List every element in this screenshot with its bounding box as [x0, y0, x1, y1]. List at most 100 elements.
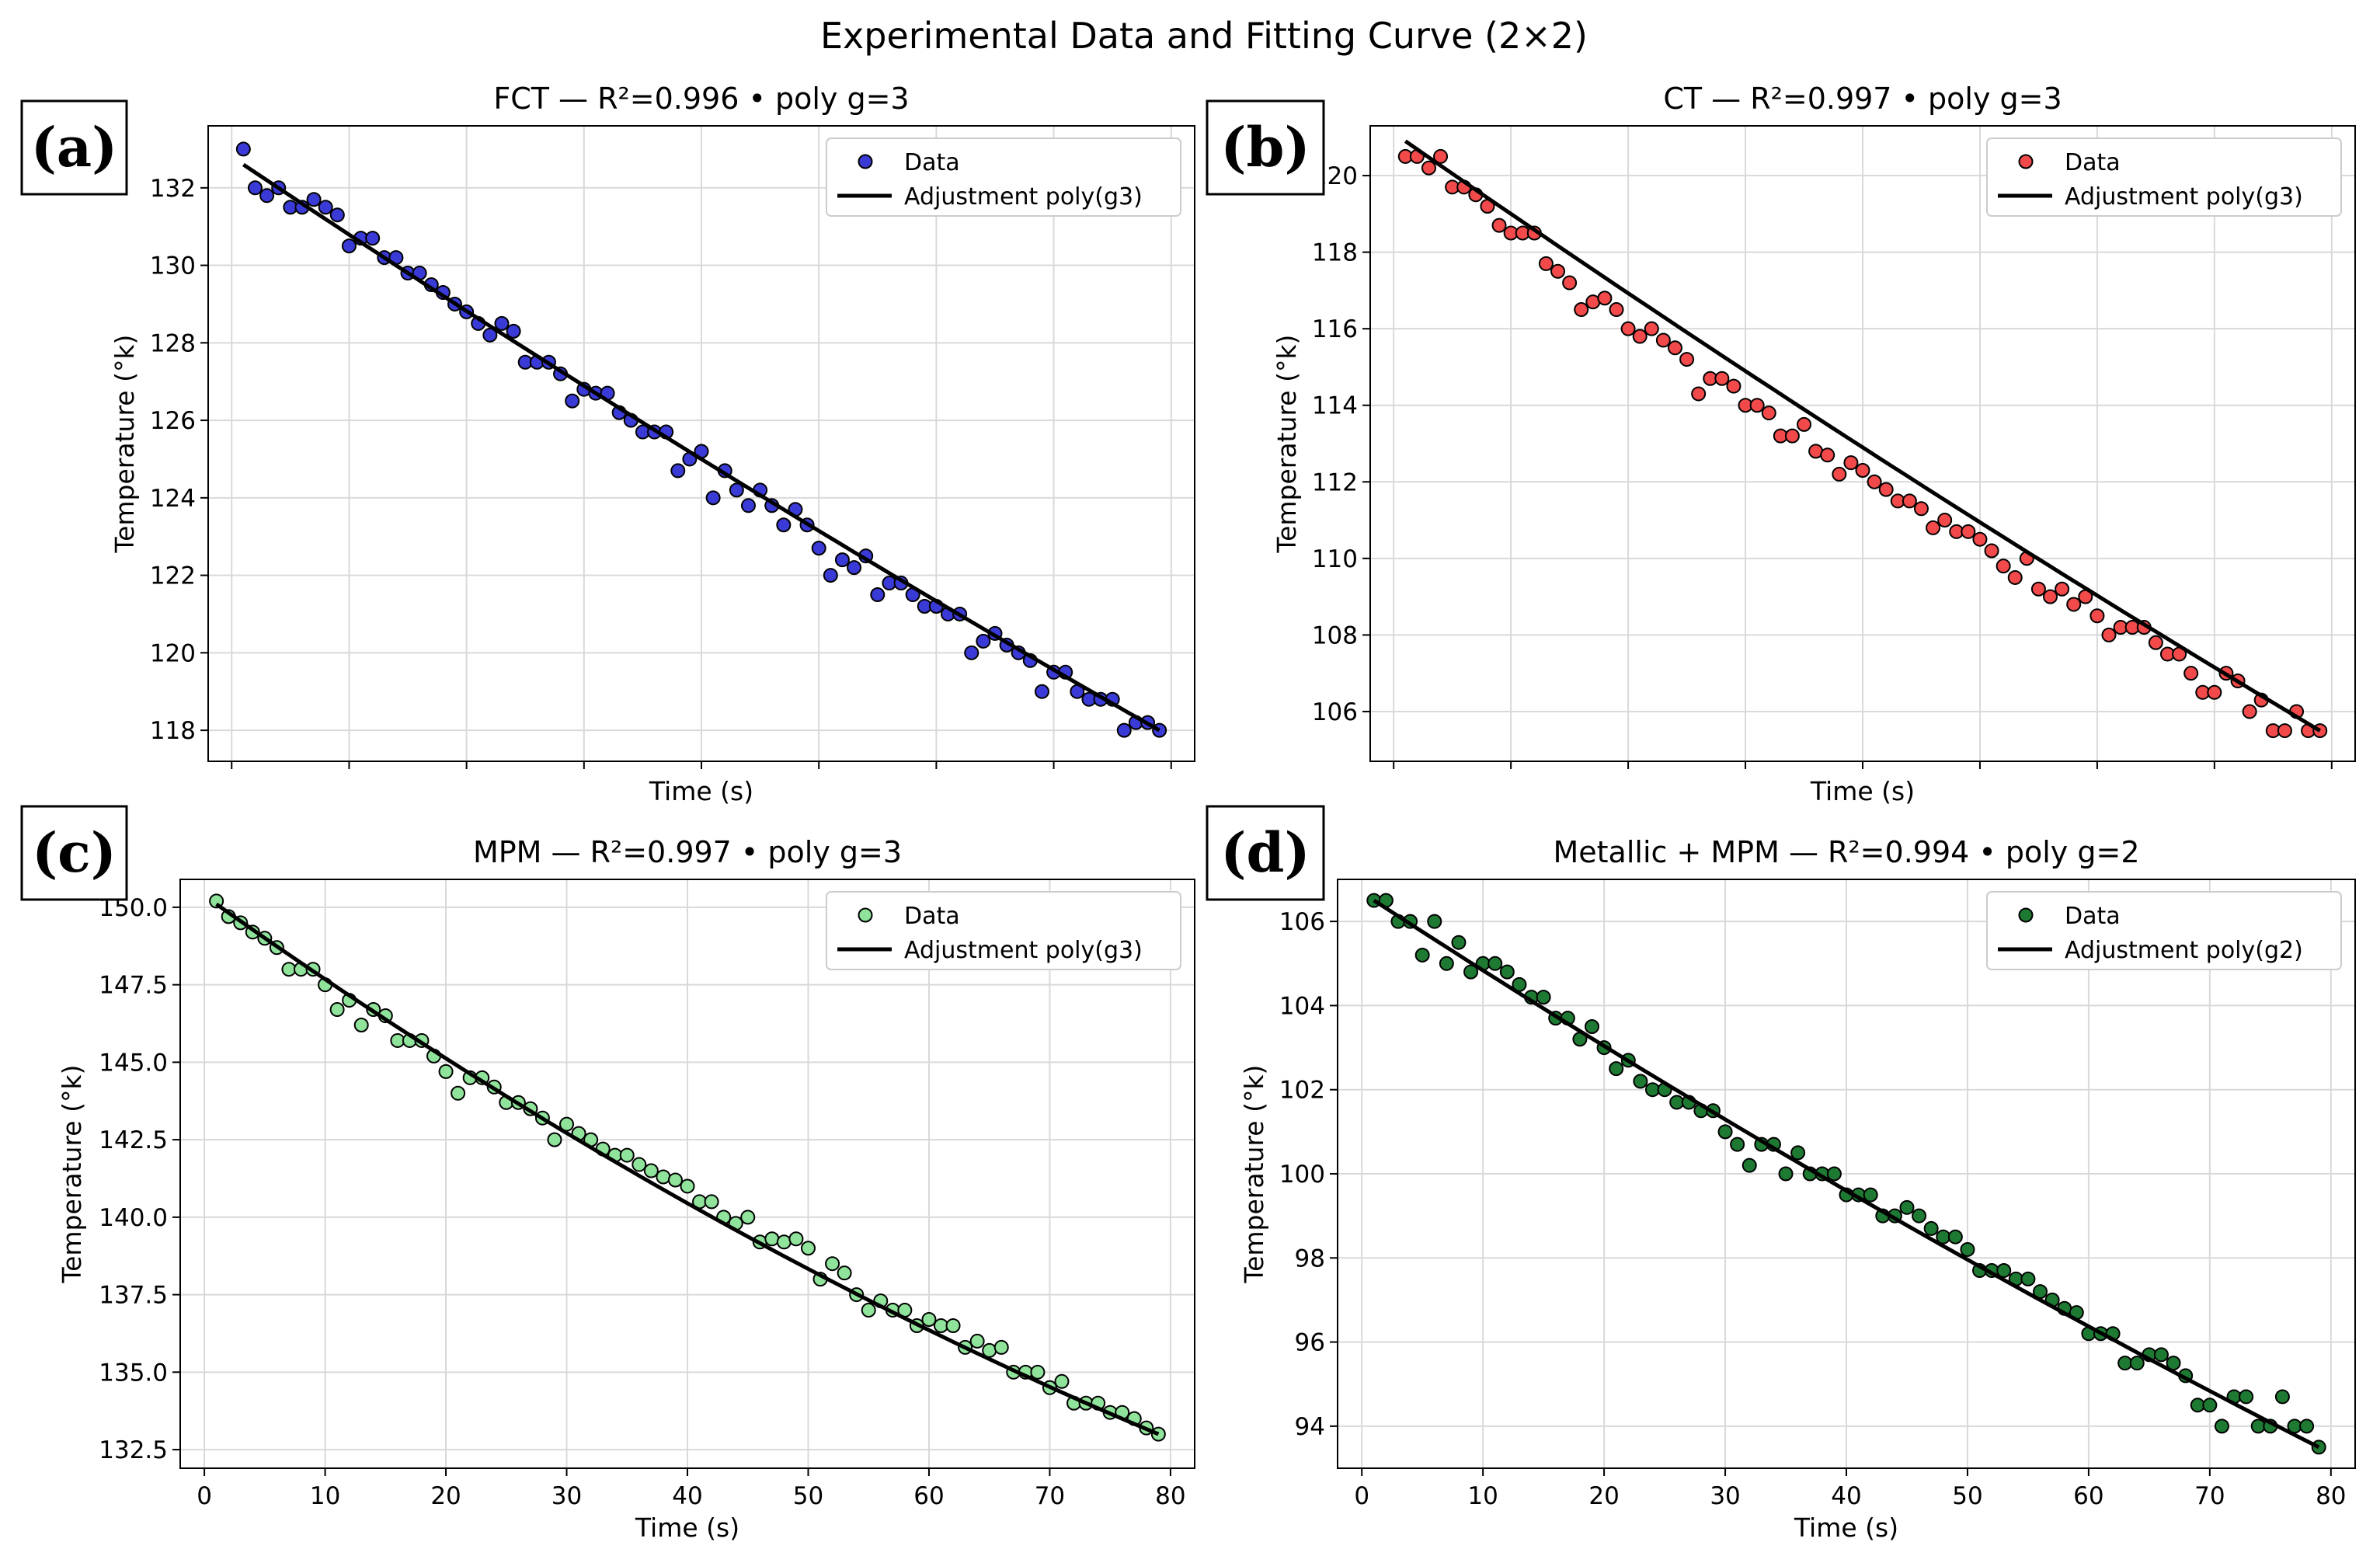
legend-marker-data — [858, 154, 873, 169]
data-point — [1427, 914, 1442, 929]
data-point — [2274, 1389, 2290, 1405]
data-point — [825, 1256, 840, 1272]
data-point — [329, 1002, 345, 1018]
data-point — [365, 231, 381, 246]
x-tick-label: 40 — [672, 1482, 702, 1510]
data-point — [788, 1231, 804, 1247]
x-tick-label: 20 — [1588, 1482, 1619, 1510]
y-axis-label: Temperature (°k) — [1272, 335, 1302, 554]
data-point — [1116, 722, 1132, 738]
data-point — [1644, 321, 1659, 336]
data-point — [306, 192, 322, 207]
y-tick-label: 110 — [1312, 545, 1358, 573]
data-point — [670, 463, 686, 479]
data-point — [1790, 1145, 1806, 1161]
data-point — [1421, 160, 1436, 176]
grid-lines — [1370, 126, 2355, 761]
legend-label-data: Data — [904, 149, 960, 176]
data-point — [1984, 543, 1999, 559]
data-point — [847, 560, 862, 576]
data-point — [934, 1318, 948, 1333]
y-tick-label: 112 — [1312, 468, 1358, 496]
data-point — [341, 238, 357, 254]
data-point — [1633, 1074, 1648, 1089]
data-point — [1947, 1229, 1963, 1244]
legend: Data Adjustment poly(g2) — [1986, 891, 2342, 970]
panel-label: (b) — [1220, 115, 1310, 179]
data-point — [1960, 1241, 1975, 1257]
data-point — [2239, 1389, 2254, 1405]
data-point — [945, 1318, 961, 1333]
y-tick-label: 132.5 — [99, 1436, 168, 1464]
x-tick-label: 20 — [430, 1482, 461, 1510]
data-point — [247, 180, 263, 196]
y-tick-label: 132 — [150, 175, 196, 203]
data-point — [1679, 352, 1695, 367]
data-point — [1937, 513, 1953, 528]
data-point — [318, 200, 333, 215]
y-tick-label: 108 — [1312, 621, 1358, 649]
data-point — [281, 962, 297, 977]
data-point — [2101, 627, 2117, 642]
panel-label-box: (d) — [1206, 805, 1325, 901]
data-point — [1784, 428, 1800, 444]
data-point — [438, 1063, 454, 1079]
x-axis-label: Time (s) — [649, 776, 753, 806]
data-point — [1899, 1199, 1915, 1215]
data-point — [2214, 1419, 2229, 1434]
y-tick-label: 130 — [150, 252, 196, 280]
data-point — [2148, 635, 2163, 650]
data-point — [2299, 1419, 2315, 1434]
panel-label-box: (c) — [20, 805, 128, 901]
data-point — [969, 1333, 985, 1349]
data-point — [667, 1172, 683, 1188]
data-point — [1714, 371, 1730, 386]
y-axis-label: Temperature (°k) — [57, 1065, 87, 1284]
subplot-c: 0 10 20 30 40 50 60 70 80 132.5 135.0 137.5 140.0 142… — [20, 805, 1195, 1543]
grid-lines — [1338, 879, 2355, 1468]
data-point — [1996, 1263, 2012, 1279]
data-point — [1054, 1373, 1070, 1389]
data-point — [834, 552, 850, 568]
legend-label-fit: Adjustment poly(g3) — [2065, 183, 2303, 211]
data-point — [2007, 569, 2023, 585]
x-tick-label: 0 — [1354, 1482, 1369, 1510]
y-tick-label: 96 — [1295, 1329, 1325, 1357]
data-point — [2043, 589, 2058, 604]
data-point — [1550, 263, 1566, 279]
data-point — [823, 568, 838, 583]
data-point — [1574, 302, 1589, 318]
data-point — [870, 587, 886, 603]
fit-curve — [1404, 139, 2321, 733]
data-point — [1030, 1364, 1046, 1380]
data-point — [1913, 501, 1929, 517]
y-tick-label: 100 — [1279, 1161, 1325, 1189]
data-point — [1843, 455, 1859, 471]
x-tick-label: 30 — [552, 1482, 582, 1510]
subplot-title: Metallic + MPM — R²=0.994 • poly g=2 — [1553, 835, 2139, 869]
data-point — [1609, 302, 1624, 318]
y-tick-label: 145.0 — [99, 1049, 168, 1077]
data-point — [1749, 398, 1765, 413]
legend-label-fit: Adjustment poly(g3) — [904, 183, 1143, 211]
data-point — [1499, 964, 1515, 980]
data-point — [705, 490, 721, 506]
data-point — [494, 315, 510, 331]
subplot-title: CT — R²=0.997 • poly g=3 — [1663, 82, 2062, 116]
data-point — [1632, 329, 1648, 344]
plot-frame — [207, 125, 1195, 762]
data-point — [632, 1157, 647, 1172]
data-point — [976, 633, 991, 649]
data-point — [2129, 1356, 2145, 1371]
data-point — [1832, 466, 1847, 482]
data-point — [1433, 148, 1449, 164]
data-point — [2207, 684, 2222, 700]
grid-lines — [180, 879, 1195, 1468]
y-tick-label: 114 — [1312, 392, 1358, 420]
data-point — [837, 1265, 852, 1281]
data-point — [921, 1312, 937, 1328]
y-tick-label: 102 — [1279, 1077, 1325, 1105]
data-point — [1972, 531, 1988, 547]
y-tick-label: 142.5 — [99, 1126, 168, 1154]
